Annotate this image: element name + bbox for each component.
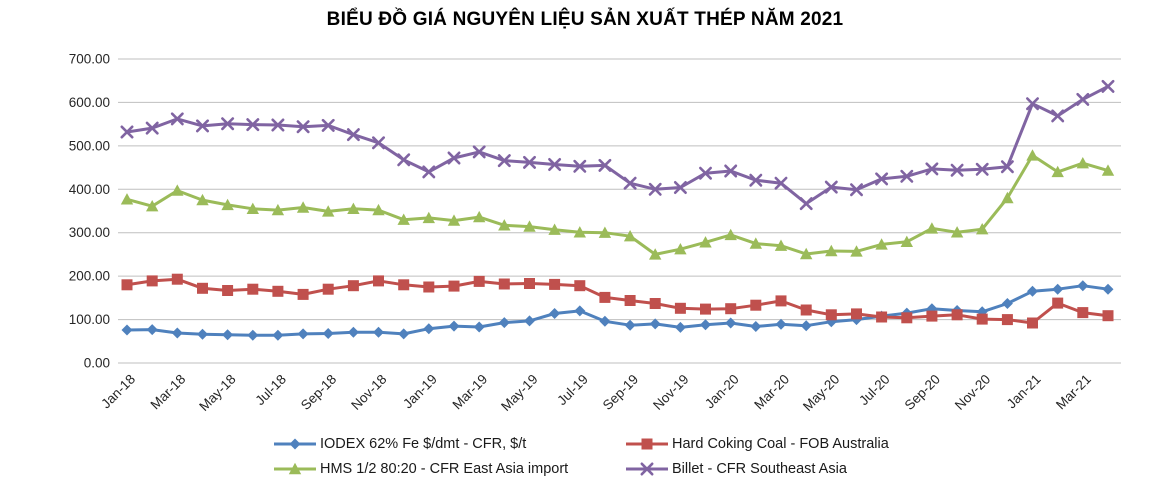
x-tick-label: May-20 bbox=[800, 372, 842, 414]
x-tick-label: Sep-20 bbox=[902, 372, 943, 413]
y-tick-label: 600.00 bbox=[69, 95, 110, 110]
legend-label: Billet - CFR Southeast Asia bbox=[672, 461, 847, 477]
chart-title: BIỂU ĐỒ GIÁ NGUYÊN LIỆU SẢN XUẤT THÉP NĂ… bbox=[326, 9, 844, 30]
y-tick-label: 700.00 bbox=[69, 52, 110, 67]
legend-marker-x-icon bbox=[626, 462, 668, 476]
x-tick-label: Nov-20 bbox=[952, 372, 993, 413]
x-tick-label: Sep-18 bbox=[298, 372, 339, 413]
legend-item-hms-1-2-80-20-cfr-east-asia-[interactable]: HMS 1/2 80:20 - CFR East Asia import bbox=[272, 461, 572, 477]
x-axis-labels: Jan-18 Mar-18 May-18 Jul-18 Sep-18 Nov-18 Jan-… bbox=[98, 372, 1094, 414]
series-hms-1-2-80-20-cfr-east-asia- bbox=[120, 149, 1115, 260]
x-tick-label: Jan-20 bbox=[702, 372, 742, 412]
series-billet-cfr-southeast-asia bbox=[120, 79, 1115, 211]
x-tick-label: May-18 bbox=[196, 372, 238, 414]
y-tick-label: 200.00 bbox=[69, 269, 110, 284]
series-iodex-62-fe-dmt-cfr-t bbox=[121, 280, 1114, 341]
x-tick-label: Mar-18 bbox=[148, 372, 189, 413]
y-tick-label: 100.00 bbox=[69, 312, 110, 327]
legend-marker-square-icon bbox=[626, 438, 668, 450]
legend-item-iodex-62-fe-dmt-cfr-t[interactable]: IODEX 62% Fe $/dmt - CFR, $/t bbox=[272, 436, 572, 452]
y-tick-label: 400.00 bbox=[69, 182, 110, 197]
x-tick-label: May-19 bbox=[498, 372, 540, 414]
chart-legend: IODEX 62% Fe $/dmt - CFR, $/t Hard Coking… bbox=[272, 436, 889, 477]
x-tick-label: Mar-19 bbox=[449, 372, 490, 413]
x-tick-label: Sep-19 bbox=[600, 372, 641, 413]
x-tick-label: Nov-19 bbox=[650, 372, 691, 413]
y-axis-labels: 700.00 600.00 500.00 400.00 300.00 200.00 100.… bbox=[69, 52, 110, 371]
x-tick-label: Jul-18 bbox=[252, 372, 289, 409]
legend-label: Hard Coking Coal - FOB Australia bbox=[672, 436, 889, 452]
line-chart-plot: 700.00 600.00 500.00 400.00 300.00 200.00 100.… bbox=[69, 52, 1121, 414]
x-tick-label: Jan-18 bbox=[98, 372, 138, 412]
x-tick-label: Nov-18 bbox=[348, 372, 389, 413]
legend-label: IODEX 62% Fe $/dmt - CFR, $/t bbox=[320, 436, 527, 452]
x-tick-label: Mar-21 bbox=[1053, 372, 1094, 413]
x-tick-label: Jul-19 bbox=[554, 372, 591, 409]
x-tick-label: Jul-20 bbox=[856, 372, 893, 409]
x-tick-label: Mar-20 bbox=[751, 372, 792, 413]
y-tick-label: 0.00 bbox=[84, 356, 110, 371]
y-tick-label: 300.00 bbox=[69, 225, 110, 240]
x-tick-label: Jan-21 bbox=[1004, 372, 1044, 412]
legend-item-hard-coking-coal-fob-austral[interactable]: Hard Coking Coal - FOB Australia bbox=[624, 436, 889, 452]
x-tick-label: Jan-19 bbox=[400, 372, 440, 412]
legend-marker-triangle-icon bbox=[274, 462, 316, 475]
series-hard-coking-coal-fob-austral bbox=[121, 273, 1114, 329]
legend-item-billet-cfr-southeast-asia[interactable]: Billet - CFR Southeast Asia bbox=[624, 461, 889, 477]
legend-marker-diamond-icon bbox=[274, 438, 316, 450]
y-tick-label: 500.00 bbox=[69, 138, 110, 153]
legend-label: HMS 1/2 80:20 - CFR East Asia import bbox=[320, 461, 569, 477]
